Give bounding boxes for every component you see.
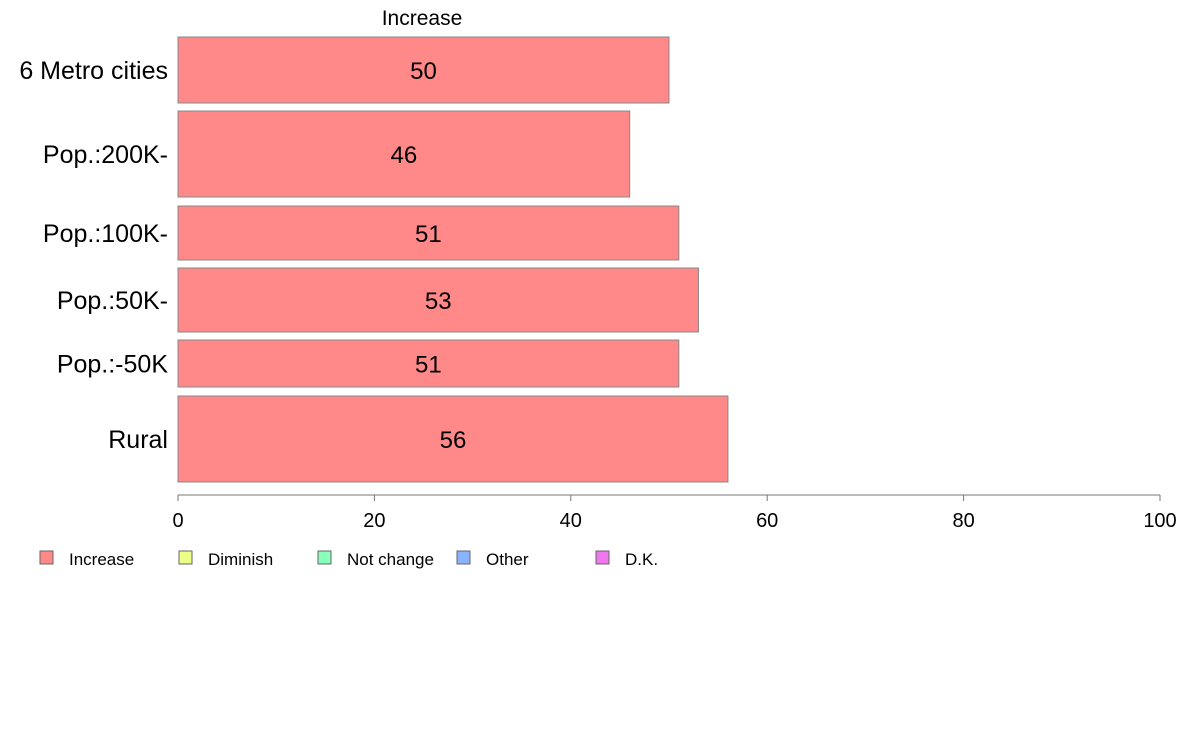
legend-swatch xyxy=(317,550,332,565)
bar xyxy=(177,36,670,104)
legend-swatch xyxy=(595,550,610,565)
bar xyxy=(177,267,699,333)
bar-value-label: 51 xyxy=(415,352,442,379)
category-label: Rural xyxy=(108,426,168,454)
bar xyxy=(177,110,631,198)
bar-value-label: 53 xyxy=(425,288,452,315)
bar xyxy=(177,339,680,388)
bar-value-label: 56 xyxy=(440,427,467,454)
legend: Increase Diminish Not change Other D.K. xyxy=(39,550,658,569)
bar xyxy=(177,395,729,483)
x-tick-label: 40 xyxy=(560,510,582,532)
category-label: Pop.:-50K xyxy=(57,351,169,379)
legend-swatch xyxy=(456,550,471,565)
x-tick-label: 0 xyxy=(172,510,183,532)
legend-swatch xyxy=(39,550,54,565)
bar xyxy=(177,205,680,261)
bars-group: 50 46 51 53 51 56 xyxy=(177,36,729,483)
category-label: Pop.:50K- xyxy=(57,287,168,315)
category-label: 6 Metro cities xyxy=(19,57,168,85)
category-label: Pop.:100K- xyxy=(43,220,168,248)
x-axis: 0 20 40 60 80 100 xyxy=(172,494,1177,532)
legend-swatch xyxy=(178,550,193,565)
series-title: Increase xyxy=(382,7,463,30)
legend-label: Not change xyxy=(347,550,434,569)
legend-label: Diminish xyxy=(208,550,273,569)
bar-value-label: 50 xyxy=(410,58,437,85)
x-tick-label: 100 xyxy=(1143,510,1176,532)
category-labels: 6 Metro cities Pop.:200K- Pop.:100K- Pop.:5… xyxy=(19,57,168,454)
legend-label: D.K. xyxy=(625,550,658,569)
x-tick-label: 20 xyxy=(363,510,385,532)
legend-label: Increase xyxy=(69,550,134,569)
bar-value-label: 51 xyxy=(415,221,442,248)
category-label: Pop.:200K- xyxy=(43,141,168,169)
bar-value-label: 46 xyxy=(391,142,418,169)
x-tick-label: 60 xyxy=(756,510,778,532)
legend-label: Other xyxy=(486,550,529,569)
x-tick-label: 80 xyxy=(952,510,974,532)
